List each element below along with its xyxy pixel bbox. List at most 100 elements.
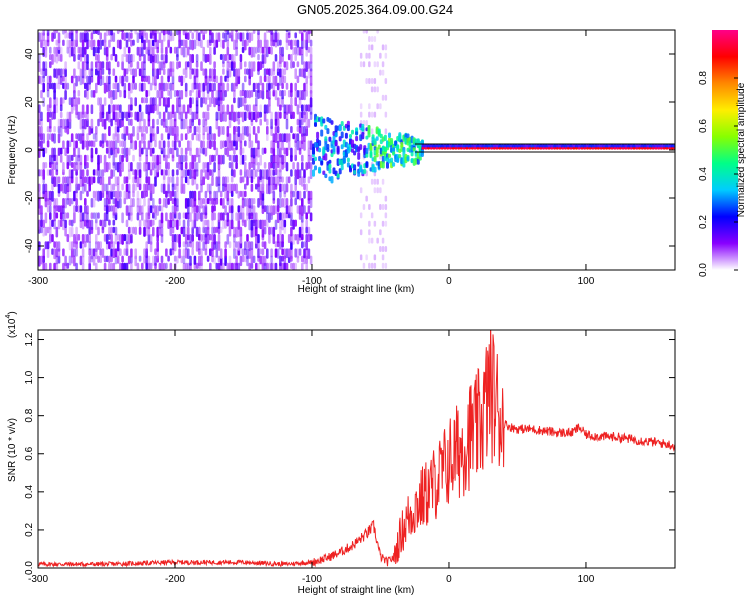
spectrogram-cell <box>217 262 221 270</box>
spectrogram-cell <box>219 75 223 86</box>
spectrogram-cell <box>189 68 192 80</box>
spectrogram-cell <box>68 32 72 39</box>
spectrogram-cell <box>178 154 181 165</box>
spectrogram-cell <box>88 82 91 90</box>
spectrogram-cell <box>136 46 140 56</box>
spectrogram-cell <box>182 241 186 248</box>
spectrogram-cell <box>224 147 227 156</box>
spectrogram-cell <box>90 30 94 34</box>
spectrogram-cell <box>279 176 282 183</box>
spectrogram-cell <box>110 190 113 200</box>
spectrogram-cell <box>64 176 67 184</box>
spectrogram-cell <box>281 68 284 80</box>
spectrogram-cell <box>125 75 129 83</box>
spectrogram-cell <box>81 46 85 58</box>
spectrogram-cell <box>320 129 324 137</box>
spectrogram-cell <box>381 61 385 68</box>
spectrogram-cell <box>156 39 159 50</box>
spectrogram-cell <box>362 204 366 210</box>
spectrogram-cell <box>200 39 203 49</box>
spectrogram-cell <box>132 82 135 90</box>
spectrogram-cell <box>162 198 166 208</box>
spectrogram-cell <box>206 126 210 136</box>
spectrogram-cell <box>266 133 269 141</box>
spectrogram-cell <box>263 111 267 122</box>
spectrogram-cell <box>152 61 155 71</box>
spectrogram-cell <box>92 140 96 148</box>
spectrogram-cell <box>162 183 166 195</box>
spectrogram-cell <box>531 147 535 150</box>
spectrogram-cell <box>187 234 190 241</box>
spectrogram-cell <box>287 255 291 264</box>
spectrogram-cell <box>553 147 557 150</box>
spectrogram-cell <box>195 54 199 63</box>
spectrogram-cell <box>266 30 269 34</box>
spectrogram-cell <box>314 122 317 128</box>
spectrogram-cell <box>101 61 105 69</box>
spectrogram-cell <box>580 147 584 150</box>
spectrogram-cell <box>272 75 276 86</box>
spectrogram-cell <box>213 61 216 69</box>
spectrogram-cell <box>219 226 223 233</box>
spectrogram-cell <box>283 154 287 164</box>
spectrogram-cell <box>222 39 225 49</box>
spectrogram-cell <box>290 241 293 250</box>
spectrogram-cell <box>149 147 153 157</box>
spectrogram-cell <box>226 68 230 79</box>
spectrogram-cell <box>191 198 194 208</box>
spectrogram-cell <box>187 248 190 260</box>
spectrogram-cell <box>263 241 267 250</box>
spectrogram-cell <box>160 255 164 263</box>
spectrogram-cell <box>88 126 91 136</box>
snr-x-tick-label: 100 <box>578 574 595 585</box>
spectrogram-cell <box>266 169 269 180</box>
spectrogram-cell <box>279 212 282 221</box>
spectrogram-cell <box>292 262 295 270</box>
spectrogram-cell <box>84 32 87 43</box>
spectrogram-cell <box>309 255 313 265</box>
spectrogram-cell <box>145 97 148 104</box>
spectrogram-cell <box>301 234 304 241</box>
spectrogram-cell <box>222 140 225 148</box>
spectrogram-cell <box>635 147 639 150</box>
spectrogram-cell <box>239 226 243 237</box>
spectrogram-cell <box>290 104 293 115</box>
spectrogram-cell <box>171 169 175 177</box>
spectrogram-cell <box>263 54 267 64</box>
spectrogram-cell <box>272 61 276 72</box>
spectrogram-cell <box>237 212 241 222</box>
spectrogram-cell <box>173 126 177 134</box>
spectrogram-cell <box>204 68 208 79</box>
spectrogram-cell <box>252 212 256 224</box>
spectrogram-cell <box>244 241 247 251</box>
spectrogram-cell <box>281 90 284 100</box>
spectrogram-cell <box>173 90 177 98</box>
spectrogram-cell <box>233 90 236 98</box>
spectrogram-cell <box>224 111 227 122</box>
spectrogram-cell <box>228 241 232 249</box>
spectrogram-cell <box>112 68 116 76</box>
spectrogram-cell <box>130 111 133 118</box>
spectrogram-cell <box>211 234 214 242</box>
spectrogram-cell <box>285 61 289 71</box>
spectrogram-cell <box>84 176 87 184</box>
spectrogram-cell <box>230 205 234 214</box>
spectrogram-cell <box>55 97 59 106</box>
spectrogram-cell <box>239 147 243 156</box>
spectrogram-cell <box>309 75 313 86</box>
spectrogram-cell <box>248 68 251 80</box>
spectrogram-cell <box>66 46 70 54</box>
spectrogram-cell <box>165 126 168 133</box>
spectrogram-cell <box>105 205 109 215</box>
spectrogram-cell <box>105 162 109 173</box>
spectrogram-cell <box>255 90 258 98</box>
spectrogram-cell <box>462 147 466 150</box>
spectrogram-cell <box>180 75 184 87</box>
spectrogram-cell <box>373 187 377 194</box>
spectrogram-cell <box>152 118 155 129</box>
spectrogram-cell <box>75 226 78 238</box>
spectrogram-cell <box>195 126 199 133</box>
spectrogram-cell <box>105 82 109 93</box>
spectrogram-cell <box>367 125 371 133</box>
spectrogram-cell <box>154 212 157 220</box>
